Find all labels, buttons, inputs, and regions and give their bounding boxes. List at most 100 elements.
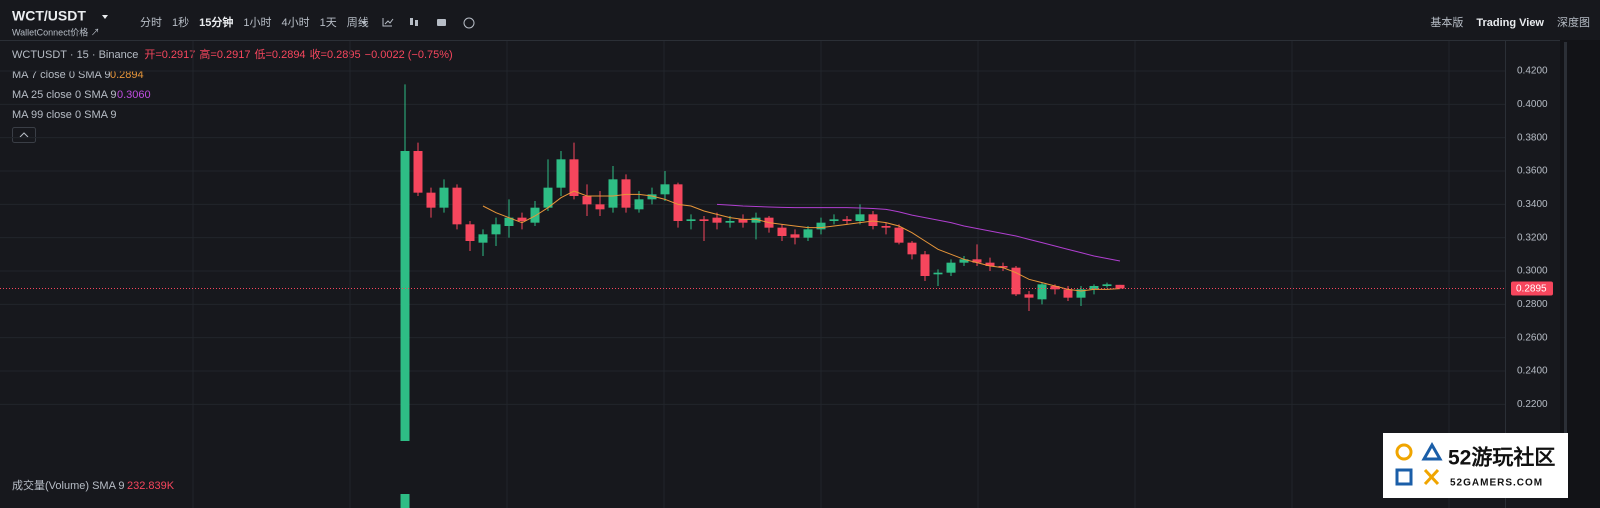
- candle-body: [478, 234, 488, 243]
- candle-body: [1024, 294, 1034, 298]
- logo-square: [1395, 468, 1413, 486]
- y-tick-label: 0.2800: [1517, 299, 1548, 310]
- collapse-button[interactable]: [12, 127, 36, 143]
- candle-body: [1115, 284, 1125, 289]
- candle-body: [1037, 284, 1047, 300]
- volume-bar: [400, 494, 410, 508]
- ohlc-value: 高=0.2917: [199, 47, 250, 61]
- candle-body: [998, 266, 1008, 268]
- legend-info: WCTUSDT · 15 · Binance: [12, 49, 138, 61]
- view-tab[interactable]: 深度图: [1557, 15, 1590, 29]
- candle-body: [608, 179, 618, 208]
- ma-value: 0.2894: [110, 69, 144, 81]
- ma-label: MA 25 close 0 SMA 9: [12, 89, 117, 101]
- volume-label: 成交量(Volume) SMA 9: [12, 478, 124, 492]
- interval-tab[interactable]: 周线: [347, 15, 369, 29]
- ma-line: [482, 190, 1121, 292]
- candle-body: [725, 221, 735, 223]
- candle-body: [777, 227, 787, 236]
- candle-body: [881, 226, 891, 228]
- y-tick-label: 0.2400: [1517, 366, 1548, 377]
- candle-body: [582, 196, 592, 205]
- logo-circle: [1395, 443, 1413, 461]
- interval-tab[interactable]: 1小时: [243, 16, 271, 29]
- candle-body: [699, 219, 709, 221]
- y-tick-label: 0.4000: [1517, 99, 1548, 110]
- interval-tab[interactable]: 1天: [320, 17, 337, 29]
- candle-body: [868, 214, 878, 226]
- interval-tab[interactable]: 15分钟: [199, 15, 233, 29]
- y-tick-label: 0.3800: [1517, 132, 1548, 143]
- candle-body: [413, 151, 423, 193]
- candle-body: [920, 254, 930, 276]
- candle-body: [1050, 286, 1060, 290]
- y-tick-label: 0.3200: [1517, 232, 1548, 243]
- candle-icon[interactable]: [415, 20, 418, 26]
- candle-body: [543, 187, 553, 208]
- watermark-url: 52GAMERS.COM: [1450, 478, 1543, 489]
- candle-body: [634, 199, 644, 210]
- volume-value: 232.839K: [127, 480, 175, 492]
- candle-body: [907, 242, 917, 255]
- subtitle[interactable]: WalletConnect价格 ↗: [12, 26, 100, 37]
- view-tab[interactable]: 基本版: [1430, 15, 1463, 29]
- candle-body: [751, 217, 761, 223]
- dropdown-icon[interactable]: [102, 15, 108, 19]
- logo-cross: [1423, 468, 1440, 486]
- candle-body: [946, 262, 956, 273]
- candle-body: [972, 259, 982, 263]
- candle-body: [504, 217, 514, 226]
- candle-body: [933, 272, 943, 275]
- y-tick-label: 0.3400: [1517, 199, 1548, 210]
- collapse-icon[interactable]: [19, 132, 29, 138]
- candle-body: [465, 224, 475, 241]
- toolbar: [361, 17, 475, 29]
- y-tick-label: 0.2200: [1517, 399, 1548, 410]
- view-tab[interactable]: Trading View: [1476, 17, 1544, 29]
- symbol[interactable]: WCT/USDT: [12, 8, 86, 24]
- ma-value: 0.3060: [117, 89, 151, 101]
- add-icon[interactable]: [463, 17, 475, 29]
- candle-body: [660, 184, 670, 195]
- indicator-icon[interactable]: [382, 18, 394, 27]
- ma-label: MA 7 close 0 SMA 9: [12, 69, 110, 81]
- candle-icon[interactable]: [410, 18, 413, 25]
- camera-icon[interactable]: [437, 19, 446, 26]
- ma-label: MA 99 close 0 SMA 9: [12, 109, 117, 121]
- candle-body: [1076, 289, 1086, 298]
- interval-tab[interactable]: 分时: [140, 16, 162, 29]
- candle-body: [556, 159, 566, 188]
- y-tick-label: 0.3000: [1517, 266, 1548, 277]
- candle-body: [491, 224, 501, 235]
- candle-body: [855, 214, 865, 221]
- candle-body: [647, 194, 657, 200]
- interval-tab[interactable]: 1秒: [172, 15, 189, 29]
- y-tick-label: 0.3600: [1517, 166, 1548, 177]
- candle-body: [816, 222, 826, 230]
- y-tick-label: 0.2600: [1517, 332, 1548, 343]
- candle-body: [673, 184, 683, 221]
- candle-body: [621, 179, 631, 208]
- more-icon[interactable]: [361, 21, 367, 25]
- logo-triangle: [1421, 441, 1443, 461]
- candle-body: [738, 219, 748, 223]
- last-price-label: 0.2895: [1516, 284, 1547, 295]
- candle-body: [517, 217, 527, 221]
- candle-body: [985, 262, 995, 266]
- watermark-title: 52游玩社区: [1448, 446, 1555, 470]
- last-price-tag: [1511, 281, 1553, 296]
- candle-body: [842, 219, 852, 221]
- scrollbar: [1564, 42, 1567, 452]
- candle-body: [712, 217, 722, 223]
- candle-body: [829, 219, 839, 221]
- interval-tab[interactable]: 4小时: [282, 16, 310, 29]
- candle-body: [1102, 284, 1112, 286]
- candle-body: [595, 204, 605, 210]
- y-tick-label: 0.4200: [1517, 66, 1548, 77]
- ohlc-value: 低=0.2894: [254, 48, 305, 61]
- candle-body: [1011, 267, 1021, 295]
- candle-body: [426, 192, 436, 208]
